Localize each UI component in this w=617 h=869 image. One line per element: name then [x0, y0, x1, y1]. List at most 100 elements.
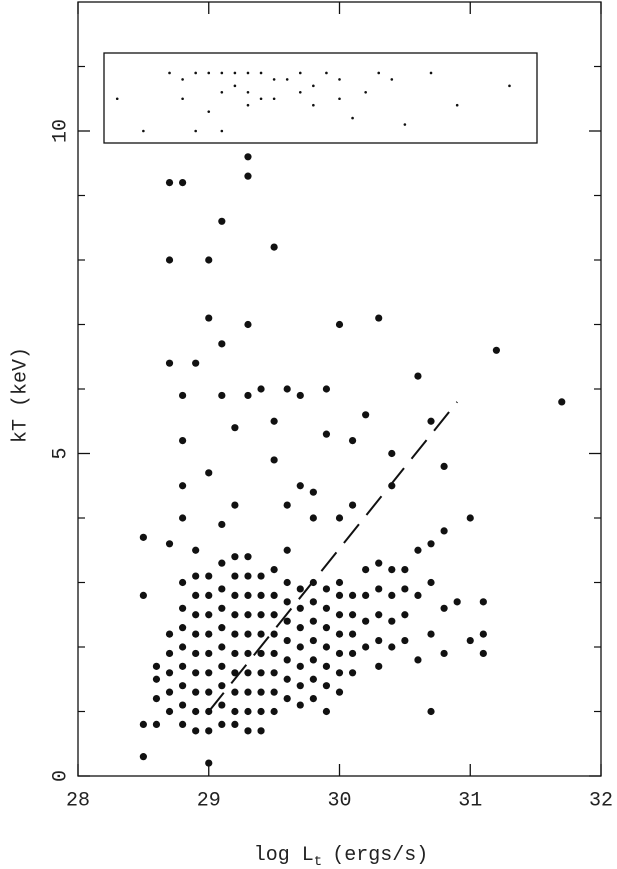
inset-point: [285, 78, 289, 81]
data-point: [231, 591, 239, 600]
data-point: [270, 566, 278, 574]
data-point: [231, 572, 239, 580]
x-tick-label: 32: [589, 789, 613, 812]
data-point: [218, 559, 226, 567]
data-point: [165, 179, 174, 187]
data-point: [165, 707, 174, 716]
data-point: [362, 643, 370, 651]
data-point: [322, 662, 331, 670]
inset-point: [390, 78, 394, 81]
data-point: [192, 688, 200, 696]
data-point: [192, 649, 200, 658]
data-point: [244, 172, 252, 180]
data-point: [388, 482, 396, 490]
inset-point: [233, 71, 237, 75]
data-point: [270, 688, 278, 696]
inset-point: [181, 97, 184, 101]
data-point: [270, 630, 278, 638]
data-point: [388, 566, 396, 574]
data-point: [414, 591, 422, 600]
data-point: [139, 720, 147, 729]
data-point: [388, 449, 396, 458]
data-point: [179, 482, 187, 490]
data-point: [375, 314, 383, 322]
data-point: [283, 598, 291, 606]
inset-point: [508, 84, 511, 88]
data-point: [296, 624, 304, 632]
inset-point: [220, 71, 224, 75]
data-point: [479, 598, 487, 606]
data-point: [440, 527, 448, 535]
data-point: [231, 707, 239, 716]
data-point: [296, 701, 304, 709]
data-point: [453, 598, 461, 606]
data-point: [401, 636, 409, 645]
data-point: [179, 701, 187, 709]
data-point: [322, 585, 331, 593]
data-point: [179, 720, 187, 729]
inset-point: [272, 78, 276, 81]
data-point: [466, 636, 474, 645]
data-point: [244, 669, 252, 677]
data-point: [257, 688, 265, 696]
data-point: [244, 611, 252, 619]
data-point: [414, 546, 422, 554]
data-point: [192, 669, 200, 677]
data-point: [231, 720, 239, 729]
data-point: [492, 346, 500, 354]
data-point: [283, 636, 291, 645]
data-point: [205, 649, 213, 658]
inset-point: [220, 129, 224, 133]
inset-point: [312, 84, 315, 88]
data-point: [218, 720, 226, 729]
inset-point: [115, 97, 119, 101]
data-point: [296, 643, 304, 651]
inset-point: [246, 71, 250, 75]
data-point: [179, 179, 187, 187]
data-point: [231, 669, 239, 677]
data-point: [322, 682, 331, 690]
inset-point: [377, 71, 381, 75]
data-point: [309, 695, 317, 703]
inset-point: [455, 103, 459, 107]
inset-point: [351, 116, 354, 120]
data-point: [192, 707, 200, 716]
data-point: [348, 669, 357, 677]
data-point: [165, 256, 174, 264]
data-point: [192, 572, 200, 580]
data-point: [205, 256, 213, 264]
data-point: [257, 707, 265, 716]
data-point: [375, 636, 383, 645]
x-tick-label: 30: [327, 789, 351, 812]
data-point: [283, 501, 291, 509]
data-point: [270, 456, 278, 464]
data-point: [218, 682, 226, 690]
data-point: [296, 585, 304, 593]
data-point: [218, 217, 226, 225]
inset-point: [338, 78, 341, 81]
data-point: [244, 649, 252, 658]
inset-point: [233, 84, 237, 88]
data-point: [270, 417, 278, 425]
data-point: [244, 320, 252, 329]
data-point: [335, 688, 344, 696]
inset-point: [259, 97, 263, 101]
y-axis-label: kT (keV): [9, 347, 32, 443]
y-tick-label: 5: [49, 447, 72, 459]
data-point: [296, 482, 304, 490]
data-point: [257, 630, 265, 638]
data-point: [296, 662, 304, 670]
data-point: [218, 604, 226, 612]
inset-point: [325, 71, 328, 75]
data-point: [270, 591, 278, 600]
data-point: [322, 624, 331, 632]
data-point: [309, 617, 317, 625]
data-point: [179, 682, 187, 690]
data-point: [231, 553, 239, 561]
data-point: [283, 617, 291, 625]
data-point: [205, 469, 213, 477]
data-point: [335, 669, 344, 677]
fit-line: [207, 401, 458, 713]
data-point: [283, 546, 291, 554]
data-point: [322, 643, 331, 651]
